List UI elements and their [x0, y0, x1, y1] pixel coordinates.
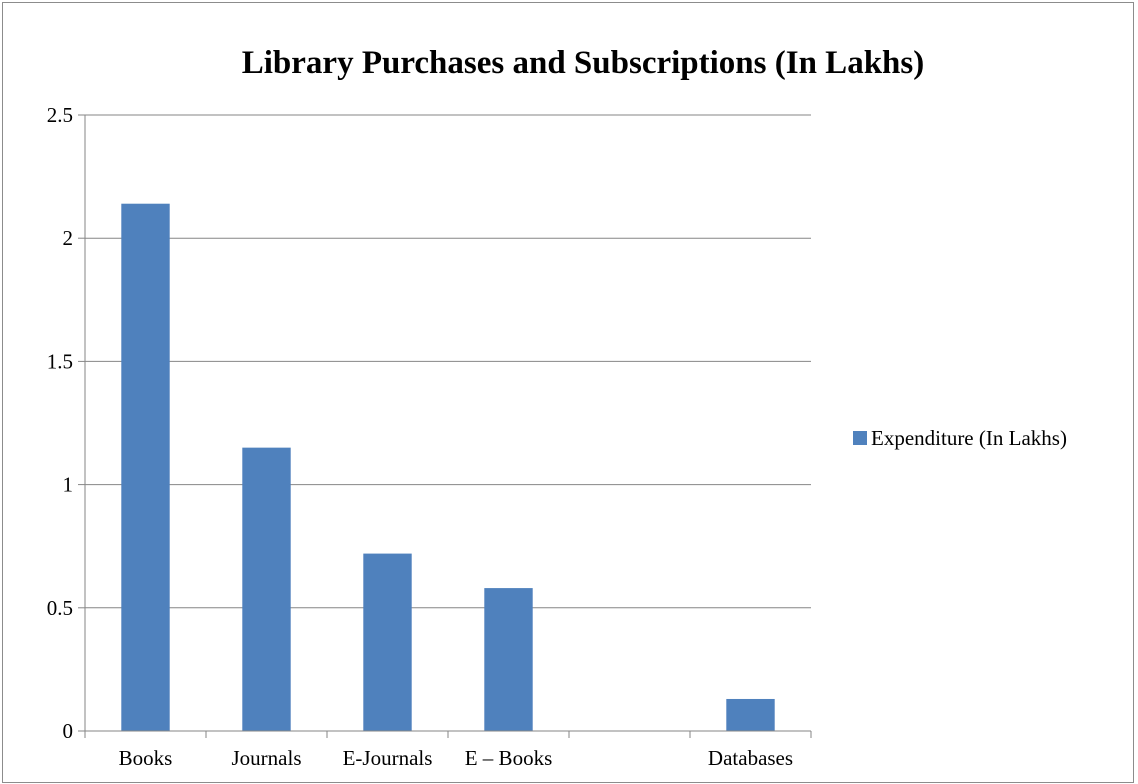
gridlines	[85, 114, 811, 609]
bar	[242, 447, 291, 731]
x-tick-label: Journals	[232, 746, 302, 770]
axes	[78, 114, 812, 738]
chart-title: Library Purchases and Subscriptions (In …	[242, 45, 924, 81]
y-tick-labels: 0 0.5 1 1.5 2 2.5	[47, 103, 73, 743]
x-tick-labels: Books Journals E-Journals E – Books Database…	[119, 746, 793, 770]
y-tick-label: 2	[63, 226, 74, 250]
bars	[121, 203, 775, 732]
x-tick-label: E – Books	[465, 746, 553, 770]
legend-swatch	[853, 431, 867, 445]
legend: Expenditure (In Lakhs)	[853, 426, 1067, 450]
x-tick-label: Books	[119, 746, 173, 770]
y-tick-label: 1	[63, 473, 74, 497]
y-tick-label: 1.5	[47, 349, 73, 373]
y-tick-label: 0	[63, 719, 74, 743]
y-tick-label: 2.5	[47, 103, 73, 127]
bar-chart: Library Purchases and Subscriptions (In …	[47, 45, 1067, 770]
bar	[726, 698, 775, 731]
y-tick-label: 0.5	[47, 596, 73, 620]
bar	[121, 203, 170, 732]
bar	[363, 553, 412, 731]
bar	[484, 588, 533, 731]
legend-label: Expenditure (In Lakhs)	[871, 426, 1067, 450]
x-tick-label: Databases	[708, 746, 793, 770]
x-tick-label: E-Journals	[343, 746, 433, 770]
